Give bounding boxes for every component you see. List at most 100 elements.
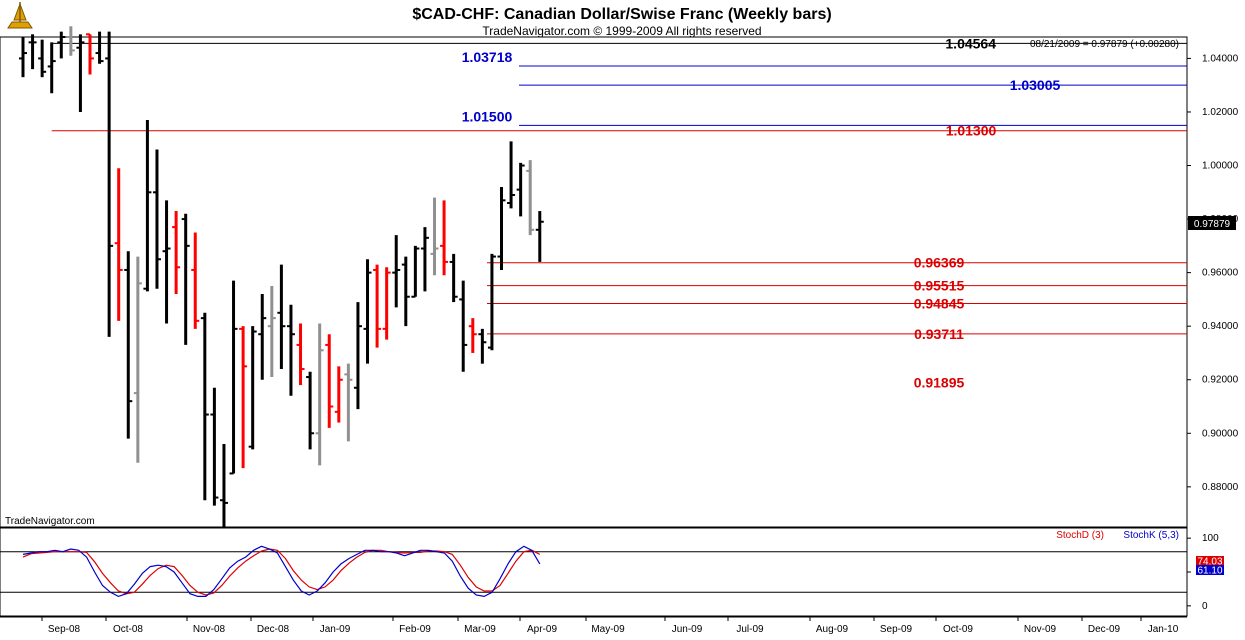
- x-tick-label: Oct-08: [113, 624, 143, 635]
- stoch-series-line: [22, 545, 541, 598]
- ohlc-bar: [325, 334, 334, 428]
- ohlc-bar: [487, 253, 496, 351]
- ohlc-bar: [191, 232, 200, 329]
- x-tick-label: Sep-09: [880, 624, 913, 635]
- ohlc-bar: [392, 235, 401, 308]
- ohlc-bar: [76, 34, 85, 112]
- level-label: 0.95515: [914, 278, 965, 294]
- level-label: 0.94845: [914, 296, 965, 312]
- price-tick-label: 0.92000: [1202, 375, 1239, 386]
- ohlc-bar: [507, 141, 516, 209]
- ohlc-bar: [47, 42, 56, 94]
- time-axis: Sep-08 Oct-08 Nov-08 Dec-08 Jan-09 Feb-09 Mar-…: [41, 617, 1179, 635]
- x-tick-label: Nov-09: [1024, 624, 1057, 635]
- logo-icon: [2, 2, 38, 32]
- watermark-text: TradeNavigator.com: [5, 516, 95, 527]
- x-tick-label: Aug-09: [816, 624, 849, 635]
- level-label: 0.96369: [914, 255, 965, 271]
- ohlc-bar: [248, 326, 257, 450]
- level-label: 1.01500: [462, 108, 513, 124]
- ohlc-bar: [382, 267, 391, 340]
- x-tick-label: Mar-09: [464, 624, 496, 635]
- ohlc-bar: [401, 256, 410, 327]
- chart-subtitle: TradeNavigator.com © 1999-2009 All right…: [482, 24, 761, 38]
- price-tick-label: 0.94000: [1202, 321, 1239, 332]
- ohlc-bar: [85, 33, 94, 75]
- ohlc-bar: [296, 323, 305, 386]
- stoch-last-value: 61.10: [1197, 566, 1222, 577]
- stochastic-lines: [22, 545, 541, 598]
- ohlc-bar: [344, 363, 353, 442]
- stoch-series-line: [22, 548, 541, 596]
- x-tick-label: May-09: [591, 624, 625, 635]
- x-tick-label: Nov-08: [193, 624, 226, 635]
- ohlc-bar: [95, 31, 104, 64]
- ohlc-bar: [133, 256, 142, 463]
- ohlc-bar: [459, 280, 468, 372]
- stoch-tick-label: 100: [1202, 533, 1219, 544]
- level-label: 1.03005: [1010, 77, 1061, 93]
- ohlc-bar: [373, 264, 382, 348]
- ohlc-bar: [239, 326, 248, 469]
- ohlc-bar: [516, 162, 525, 217]
- ohlc-bar: [152, 149, 161, 289]
- current-price-label: 0.97879: [1194, 219, 1231, 230]
- ohlc-bar: [258, 294, 267, 380]
- ohlc-bar: [124, 251, 133, 439]
- level-label: 1.03718: [462, 49, 513, 65]
- ohlc-bar: [162, 200, 171, 324]
- ohlc-bar: [38, 39, 47, 78]
- ohlc-bar: [114, 168, 123, 321]
- ohlc-bar: [19, 37, 27, 78]
- ohlc-bar: [200, 312, 209, 501]
- ohlc-bar: [449, 253, 458, 303]
- chart-title: $CAD-CHF: Canadian Dollar/Swise Franc (W…: [412, 6, 831, 23]
- x-tick-label: Jan-10: [1148, 624, 1179, 635]
- x-tick-label: Feb-09: [399, 624, 431, 635]
- level-label: 0.91895: [914, 375, 965, 391]
- x-tick-label: Jan-09: [320, 624, 351, 635]
- price-tick-label: 1.02000: [1202, 107, 1239, 118]
- ohlc-bar: [315, 323, 324, 466]
- price-tick-label: 0.96000: [1202, 268, 1239, 279]
- ohlc-bar: [440, 200, 449, 276]
- level-label: 1.01300: [946, 123, 997, 139]
- ohlc-bar: [411, 245, 420, 298]
- x-tick-label: Jul-09: [736, 624, 764, 635]
- legend-stochd: StochD (3): [1056, 530, 1104, 541]
- price-levels: 1.04564 1.03718 1.03005 1.01500 1.01300 0.963…: [51, 35, 1187, 391]
- level-label: 1.04564: [945, 35, 996, 51]
- ohlc-bar: [210, 387, 219, 506]
- x-tick-label: Dec-08: [257, 624, 290, 635]
- x-tick-label: Jun-09: [672, 624, 703, 635]
- x-tick-label: Apr-09: [527, 624, 557, 635]
- ohlc-bar: [420, 227, 429, 292]
- ohlc-bar: [28, 34, 37, 70]
- last-bar-info: 08/21/2009 = 0.97879 (+0.00280): [1030, 39, 1179, 50]
- ohlc-bar: [57, 31, 66, 59]
- ohlc-bar: [526, 160, 535, 236]
- ohlc-bar: [497, 186, 506, 270]
- current-price-tag: [1188, 216, 1236, 230]
- ohlc-bar: [219, 443, 228, 527]
- x-tick-label: Dec-09: [1088, 624, 1121, 635]
- ohlc-bar: [172, 211, 181, 295]
- ohlc-bar: [286, 304, 295, 396]
- x-tick-label: Oct-09: [943, 624, 973, 635]
- ohlc-bar: [306, 371, 315, 450]
- ohlc-bar: [478, 328, 487, 364]
- stoch-tick-label: 0: [1202, 601, 1208, 612]
- ohlc-bar: [105, 31, 114, 337]
- ohlc-bar: [267, 286, 276, 378]
- legend-stochk: StochK (5,3): [1123, 530, 1179, 541]
- ohlc-bar: [277, 264, 286, 370]
- stoch-last-value: 74.03: [1197, 557, 1222, 568]
- price-panel-frame: [0, 36, 1188, 528]
- stoch-last-value-tag: [1196, 565, 1224, 575]
- ohlc-bar: [430, 197, 439, 276]
- price-tick-label: 1.04000: [1202, 53, 1239, 64]
- ohlc-bar: [535, 211, 544, 262]
- ohlc-bar: [353, 302, 362, 410]
